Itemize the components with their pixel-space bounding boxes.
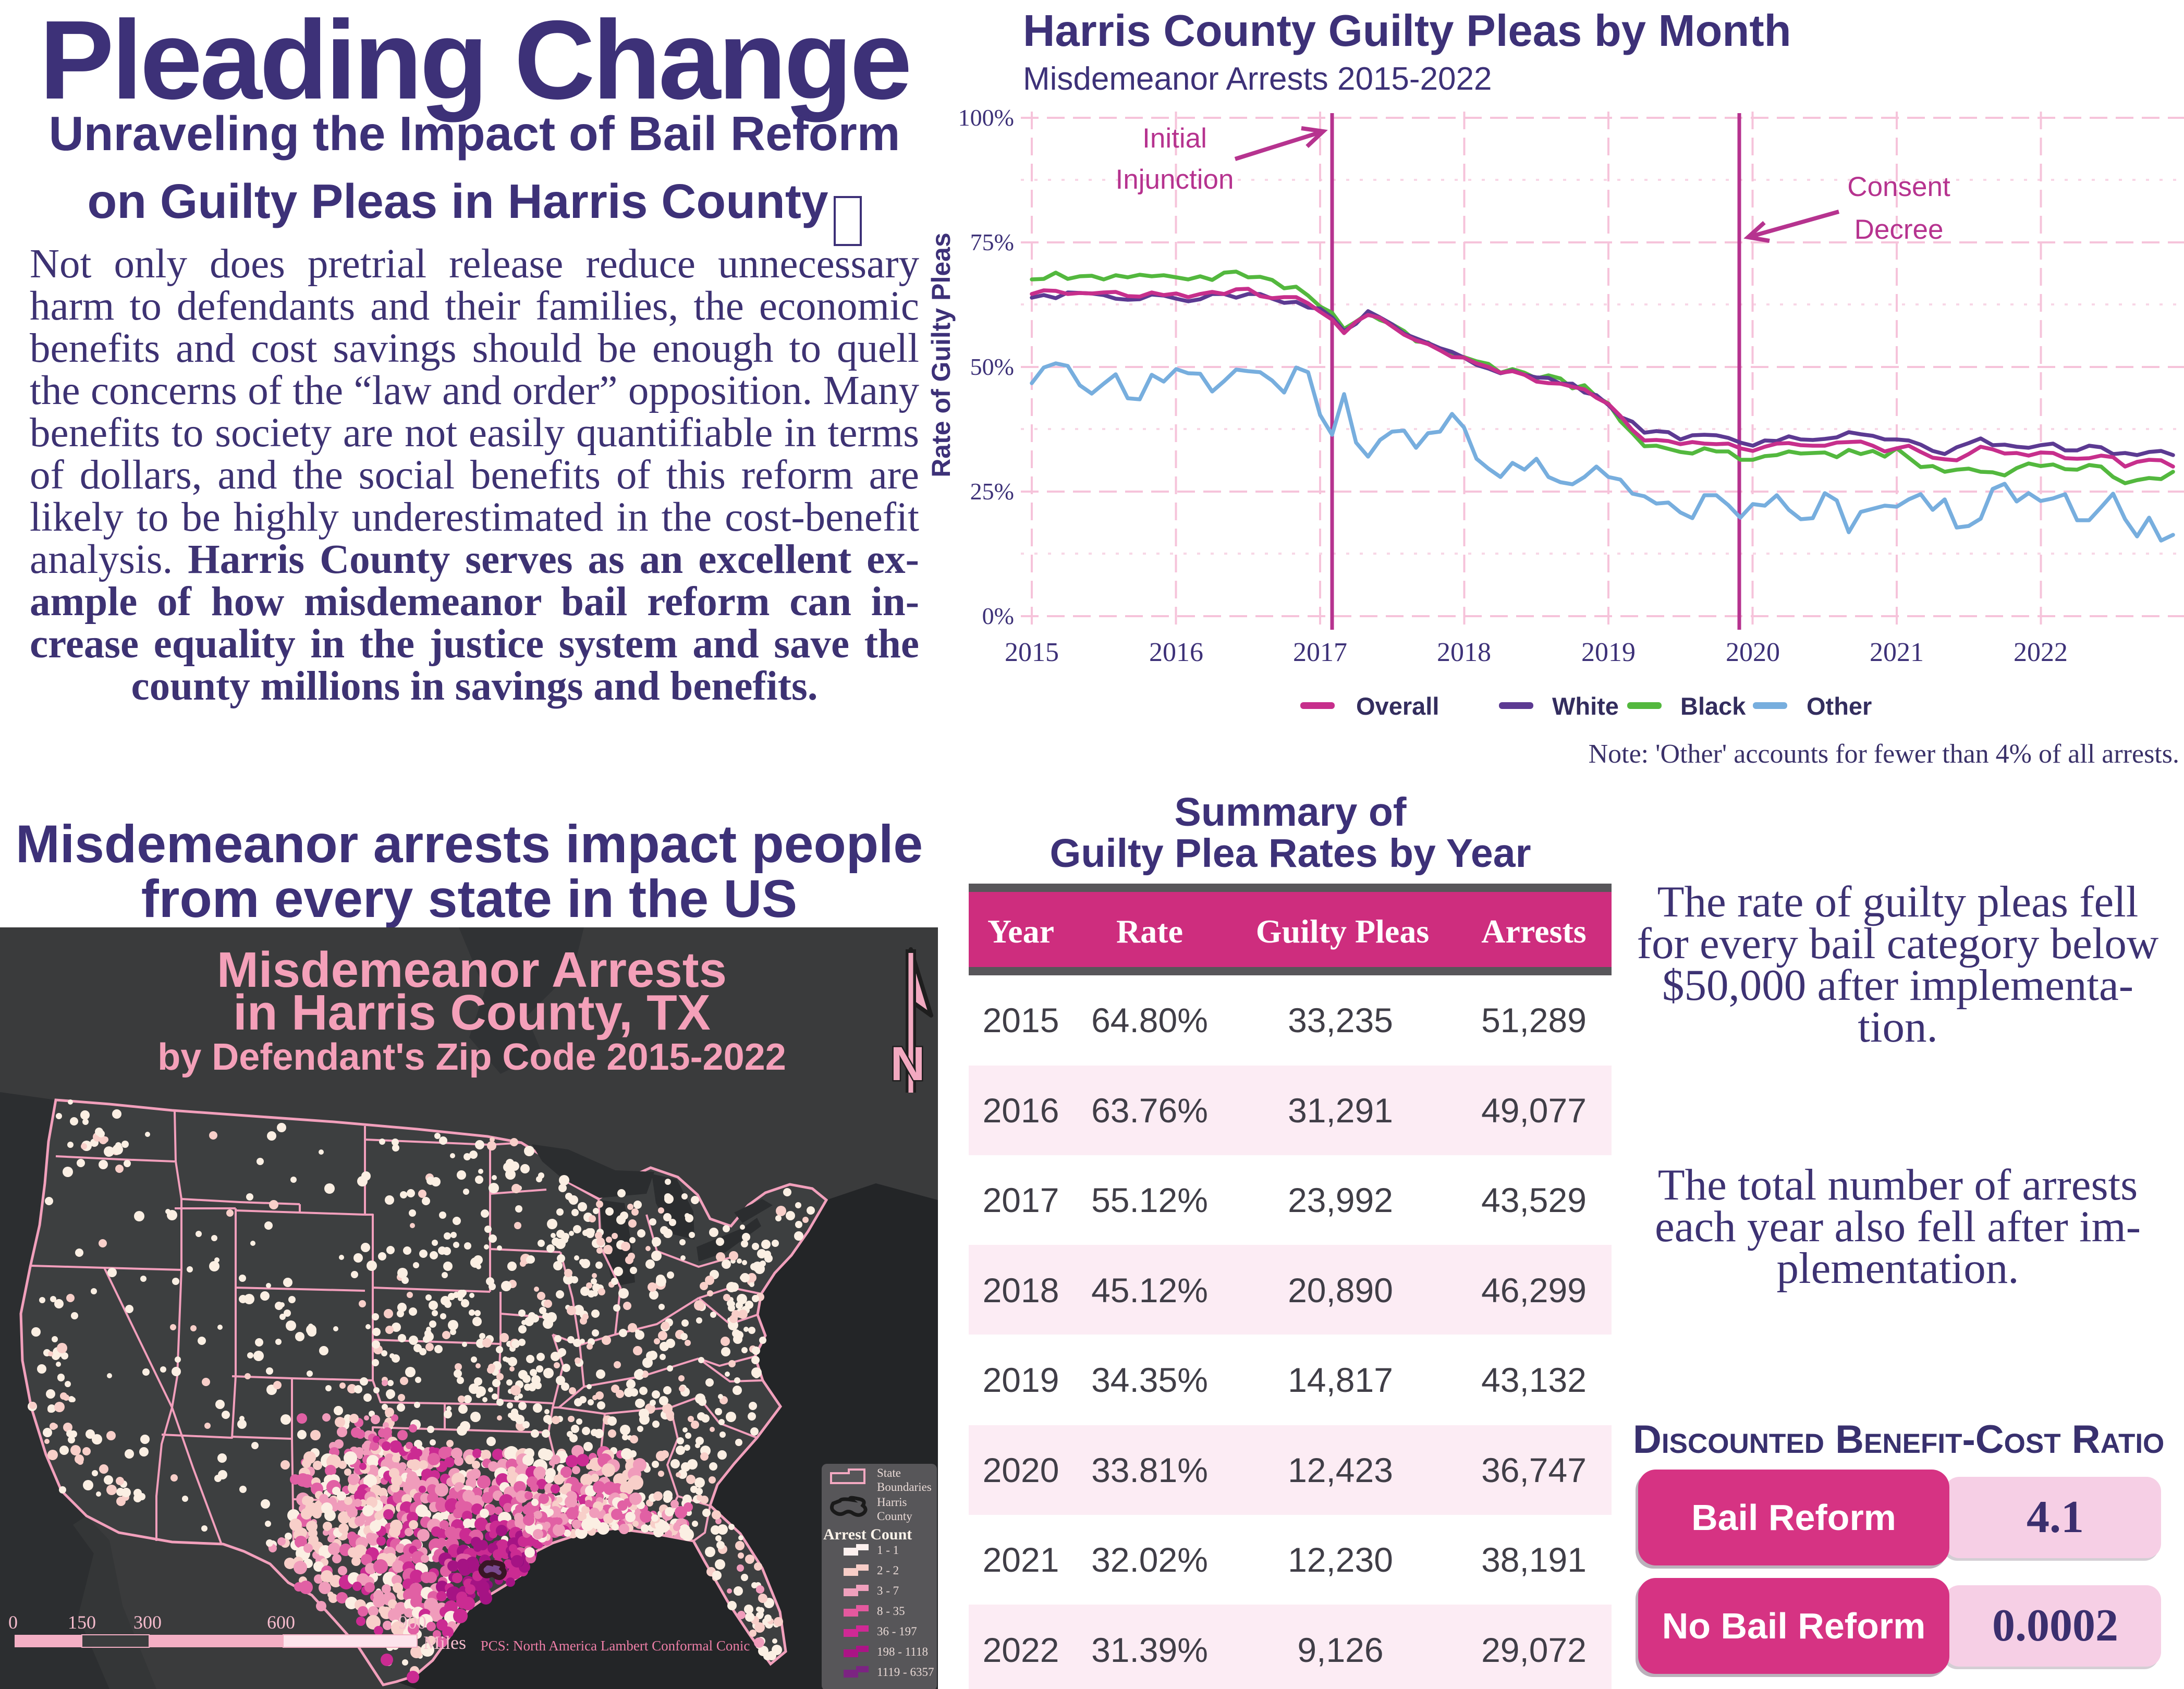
svg-text:2017: 2017	[1293, 638, 1347, 667]
svg-text:County: County	[877, 1510, 912, 1523]
svg-text:2021: 2021	[1870, 638, 1924, 667]
svg-text:1 - 1: 1 - 1	[877, 1544, 899, 1557]
svg-text:1119 - 6357: 1119 - 6357	[877, 1666, 934, 1679]
svg-text:Harris: Harris	[877, 1496, 907, 1509]
svg-text:PCS: North America Lambert Con: PCS: North America Lambert Conformal Con…	[481, 1638, 750, 1654]
svg-text:Note: 'Other' accounts for few: Note: 'Other' accounts for fewer than 4%…	[1589, 739, 2179, 769]
svg-text:State: State	[877, 1466, 901, 1479]
svg-text:2015: 2015	[1005, 638, 1059, 667]
svg-text:by Defendant's Zip Code 2015-2: by Defendant's Zip Code 2015-2022	[157, 1036, 786, 1078]
svg-text:Harris County Guilty Pleas by: Harris County Guilty Pleas by Month	[1023, 6, 1791, 56]
svg-text:Black: Black	[1680, 692, 1746, 720]
svg-text:300: 300	[133, 1612, 162, 1633]
svg-text:0: 0	[8, 1612, 18, 1633]
svg-text:2022: 2022	[2014, 638, 2068, 667]
svg-text:Decree: Decree	[1854, 214, 1944, 245]
svg-text:36 - 197: 36 - 197	[877, 1625, 917, 1638]
svg-text:Boundaries: Boundaries	[877, 1480, 932, 1494]
svg-text:N: N	[890, 1037, 925, 1091]
svg-text:2018: 2018	[1437, 638, 1491, 667]
svg-text:in Harris County, TX: in Harris County, TX	[233, 985, 711, 1041]
svg-text:Initial: Initial	[1142, 123, 1207, 154]
svg-text:Overall: Overall	[1356, 692, 1439, 720]
svg-text:75%: 75%	[970, 229, 1014, 255]
svg-text:198 - 1118: 198 - 1118	[877, 1645, 928, 1658]
svg-text:2 - 2: 2 - 2	[877, 1564, 899, 1577]
svg-text:Arrest Count: Arrest Count	[823, 1526, 912, 1543]
svg-text:Miles: Miles	[423, 1632, 466, 1653]
svg-text:8 - 35: 8 - 35	[877, 1605, 905, 1618]
svg-text:Consent: Consent	[1847, 172, 1950, 202]
svg-text:25%: 25%	[970, 478, 1014, 505]
svg-text:White: White	[1552, 692, 1619, 720]
svg-text:Rate of Guilty Pleas: Rate of Guilty Pleas	[926, 232, 956, 478]
svg-text:50%: 50%	[970, 353, 1014, 380]
svg-text:900: 900	[398, 1612, 426, 1633]
svg-text:Misdemeanor Arrests 2015-2022: Misdemeanor Arrests 2015-2022	[1023, 61, 1492, 97]
svg-text:150: 150	[68, 1612, 96, 1633]
svg-text:Other: Other	[1807, 692, 1872, 720]
svg-text:Misdemeanor Arrests: Misdemeanor Arrests	[217, 942, 727, 998]
svg-text:600: 600	[267, 1612, 295, 1633]
svg-text:2020: 2020	[1726, 638, 1780, 667]
svg-text:2016: 2016	[1149, 638, 1203, 667]
svg-text:2019: 2019	[1581, 638, 1636, 667]
svg-text:0%: 0%	[982, 603, 1014, 629]
svg-text:3 - 7: 3 - 7	[877, 1584, 899, 1597]
svg-text:Injunction: Injunction	[1116, 164, 1234, 195]
svg-text:100%: 100%	[958, 104, 1014, 131]
